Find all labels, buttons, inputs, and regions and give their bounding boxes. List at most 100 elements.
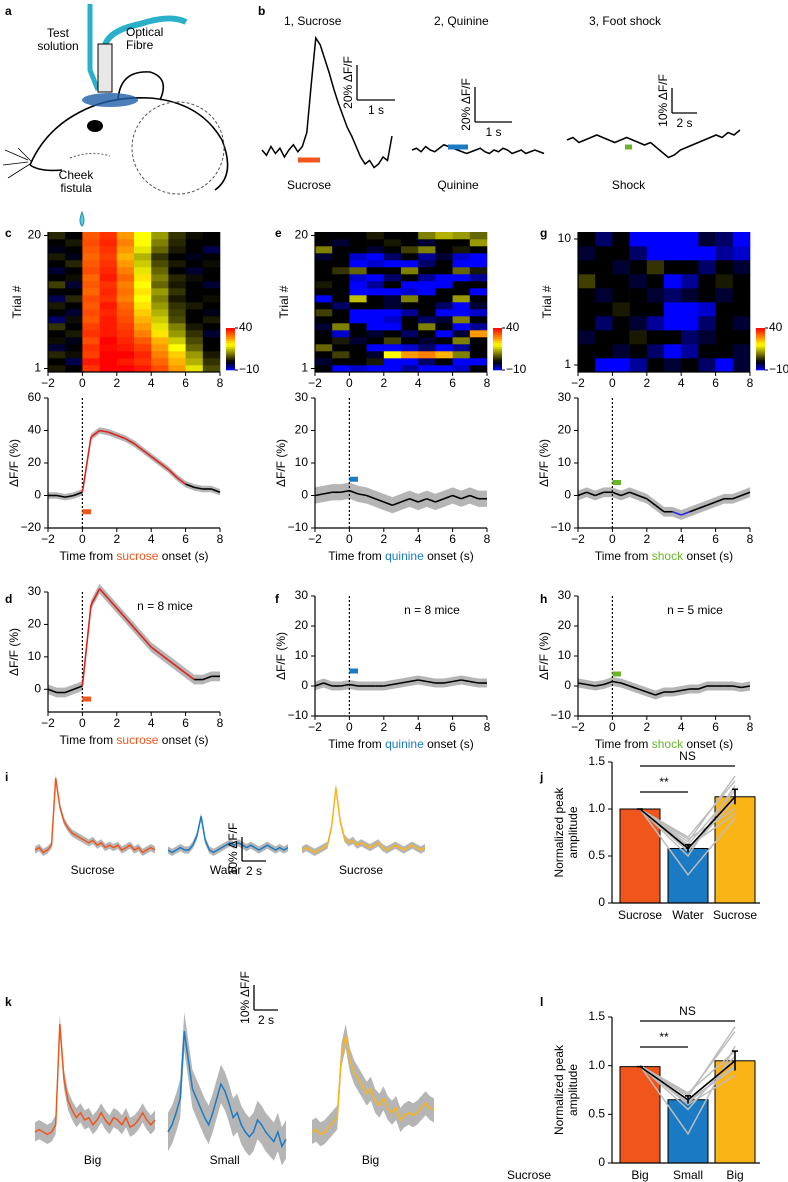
y-axis-label-line: amplitude bbox=[566, 1064, 580, 1116]
heatmap-cell bbox=[401, 246, 419, 254]
heatmap-cell bbox=[168, 309, 186, 317]
heatmap-cell bbox=[48, 239, 66, 247]
heatmap-cell bbox=[99, 330, 118, 338]
x-tick-label: 8 bbox=[747, 376, 754, 390]
heatmap-cell bbox=[168, 344, 186, 352]
x-axis-label-part: Time from bbox=[595, 549, 652, 563]
heatmap-cell bbox=[168, 246, 186, 254]
colorbar-cell bbox=[226, 351, 235, 354]
heatmap-cell bbox=[629, 246, 648, 261]
heatmap-cell bbox=[82, 351, 100, 359]
heatmap-cell bbox=[185, 344, 204, 352]
heatmap-cell bbox=[418, 316, 436, 324]
trace-segment bbox=[357, 493, 367, 497]
colorbar-cell bbox=[756, 355, 765, 358]
heatmap-cell bbox=[366, 253, 385, 261]
heatmap-cell bbox=[469, 253, 488, 261]
heatmap-cell bbox=[469, 358, 488, 366]
colorbar-cell bbox=[756, 338, 765, 341]
heatmap-cell bbox=[48, 260, 66, 268]
x-tick-label: −2 bbox=[41, 376, 55, 390]
heatmap-cell bbox=[469, 288, 488, 296]
trace-segment bbox=[340, 683, 350, 687]
heatmap-cell bbox=[612, 274, 630, 289]
heatmap-cell bbox=[168, 337, 186, 345]
heatmap-cell bbox=[65, 330, 83, 338]
heatmap-cell bbox=[349, 232, 367, 240]
heatmap-cell bbox=[349, 253, 367, 261]
trace-segment bbox=[73, 685, 83, 691]
x-tick-label: 4 bbox=[415, 720, 422, 734]
heatmap-cell bbox=[202, 288, 221, 296]
heatmap-cell bbox=[469, 281, 488, 289]
heatmap-cell bbox=[82, 274, 100, 282]
colorbar-cell bbox=[226, 346, 235, 350]
headcap bbox=[82, 93, 138, 107]
heatmap-cell bbox=[401, 330, 419, 338]
x-axis-label-part: Time from bbox=[60, 549, 117, 563]
heatmap-cell bbox=[715, 358, 734, 373]
heatmap-cell bbox=[151, 316, 169, 324]
trace-segment bbox=[732, 494, 742, 500]
heatmap-cell bbox=[435, 260, 453, 268]
heatmap-cell bbox=[332, 351, 350, 359]
heatmap-cell bbox=[452, 239, 471, 247]
y-tick-label: 1.5 bbox=[588, 754, 605, 768]
heatmap-cell bbox=[452, 232, 471, 240]
x-axis-label-part: Time from bbox=[328, 549, 385, 563]
heatmap-cell bbox=[366, 295, 385, 303]
heatmap-cell bbox=[469, 344, 488, 352]
heatmap-cell bbox=[99, 344, 118, 352]
heatmap-cell bbox=[366, 274, 385, 282]
heatmap-cell bbox=[48, 344, 66, 352]
colorbar-cell bbox=[756, 359, 765, 362]
heatmap-cell bbox=[82, 358, 100, 366]
y-tick-label: 20 bbox=[28, 228, 42, 242]
trace-label: Water bbox=[210, 863, 242, 877]
heatmap-cell bbox=[435, 239, 453, 247]
heatmap-cell bbox=[435, 358, 453, 366]
x-tick-label: Big bbox=[631, 1168, 648, 1182]
trace-segment bbox=[646, 691, 656, 696]
heatmap-cell bbox=[48, 358, 66, 366]
x-tick-label: 4 bbox=[415, 376, 422, 390]
trace-segment bbox=[594, 491, 605, 497]
heatmap-cell bbox=[401, 288, 419, 296]
x-tick-label: Water bbox=[672, 908, 704, 922]
heatmap-cell bbox=[65, 232, 83, 240]
heatmap-cell bbox=[349, 351, 367, 359]
heatmap-cell bbox=[715, 288, 734, 303]
x-tick-label: 0 bbox=[346, 532, 353, 546]
heatmap-cell bbox=[452, 288, 471, 296]
heatmap-cell bbox=[629, 358, 648, 373]
heatmap-cell bbox=[134, 267, 152, 275]
heatmap-cell bbox=[452, 302, 471, 310]
trace-segment bbox=[689, 507, 699, 513]
heatmap-cell bbox=[715, 274, 734, 289]
trace-segment bbox=[741, 685, 751, 689]
heatmap-cell bbox=[202, 281, 221, 289]
heatmap-cell bbox=[595, 288, 613, 303]
stimulus-bar bbox=[298, 157, 320, 163]
heatmap-cell bbox=[578, 246, 596, 261]
heatmap-cell bbox=[595, 358, 613, 373]
heatmap-cell bbox=[134, 365, 152, 373]
heatmap-cell bbox=[332, 337, 350, 345]
x-axis-label-part: onset (s) bbox=[424, 549, 474, 563]
ear bbox=[117, 71, 165, 101]
mouse-line bbox=[639, 808, 736, 877]
heatmap-cell bbox=[332, 330, 350, 338]
stimulus-bar bbox=[612, 480, 621, 485]
heatmap-cell bbox=[664, 274, 682, 289]
heatmap-cell bbox=[134, 358, 152, 366]
trace-segment bbox=[620, 682, 630, 687]
heatmap-cell bbox=[629, 344, 648, 359]
colorbar-cell bbox=[493, 328, 502, 331]
x-tick-label: 6 bbox=[182, 532, 189, 546]
heatmap-cell bbox=[116, 246, 135, 254]
heatmap-cell bbox=[383, 316, 402, 324]
heatmap-cell bbox=[698, 358, 716, 373]
y-tick-label: 1 bbox=[301, 361, 308, 375]
heatmap-cell bbox=[134, 337, 152, 345]
heatmap-cell bbox=[134, 351, 152, 359]
